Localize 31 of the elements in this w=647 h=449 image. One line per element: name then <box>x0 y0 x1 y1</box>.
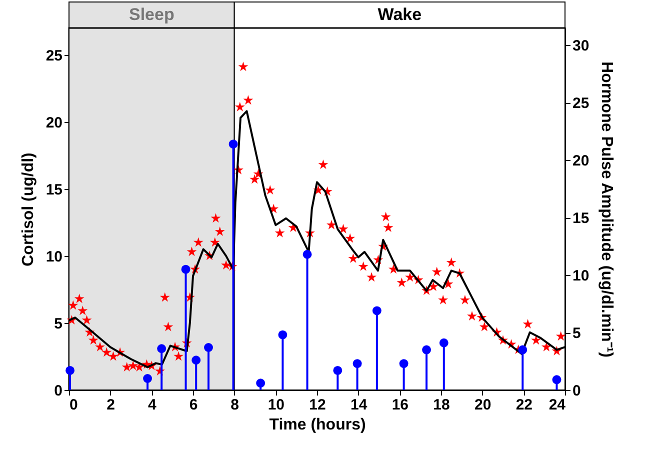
x-tick-label: 8 <box>230 396 240 414</box>
y2-tick-label: 10 <box>572 268 590 285</box>
x-tick-label: 12 <box>309 396 326 414</box>
y-tick-label: 5 <box>54 315 62 332</box>
y2-tick-label: 20 <box>572 152 590 170</box>
x-tick-label: 18 <box>433 396 450 414</box>
y2-tick-label: 15 <box>572 210 590 228</box>
x-axis-title: Time (hours) <box>269 416 366 434</box>
band-label: Wake <box>378 5 422 24</box>
x-tick-label: 24 <box>548 396 566 414</box>
y-tick-label: 0 <box>54 382 62 400</box>
y-tick-label: 25 <box>46 47 62 64</box>
y2-tick-label: 25 <box>572 95 590 112</box>
x-tick-label: 20 <box>474 396 492 414</box>
y2-tick-label: 0 <box>572 382 581 400</box>
x-tick-label: 2 <box>106 396 116 414</box>
x-tick-label: 16 <box>392 396 409 414</box>
band-label: Sleep <box>128 5 174 24</box>
y2-tick-label: 5 <box>572 325 581 342</box>
x-tick-label: 10 <box>268 396 285 414</box>
y-tick-label: 20 <box>46 114 62 132</box>
y2-tick-label: 30 <box>572 38 590 55</box>
x-tick-label: 14 <box>350 396 368 414</box>
x-tick-label: 0 <box>70 396 78 414</box>
y-tick-label: 10 <box>46 248 62 266</box>
y-tick-label: 15 <box>46 181 62 198</box>
x-tick-label: 6 <box>189 396 198 414</box>
x-tick-label: 22 <box>516 396 533 414</box>
y-axis-title: Cortisol (ug/dl) <box>20 152 37 266</box>
y2-axis-title: Hormone Pulse Amplitude (ug/dl.min⁻¹) <box>598 62 616 358</box>
x-tick-label: 4 <box>148 396 157 414</box>
